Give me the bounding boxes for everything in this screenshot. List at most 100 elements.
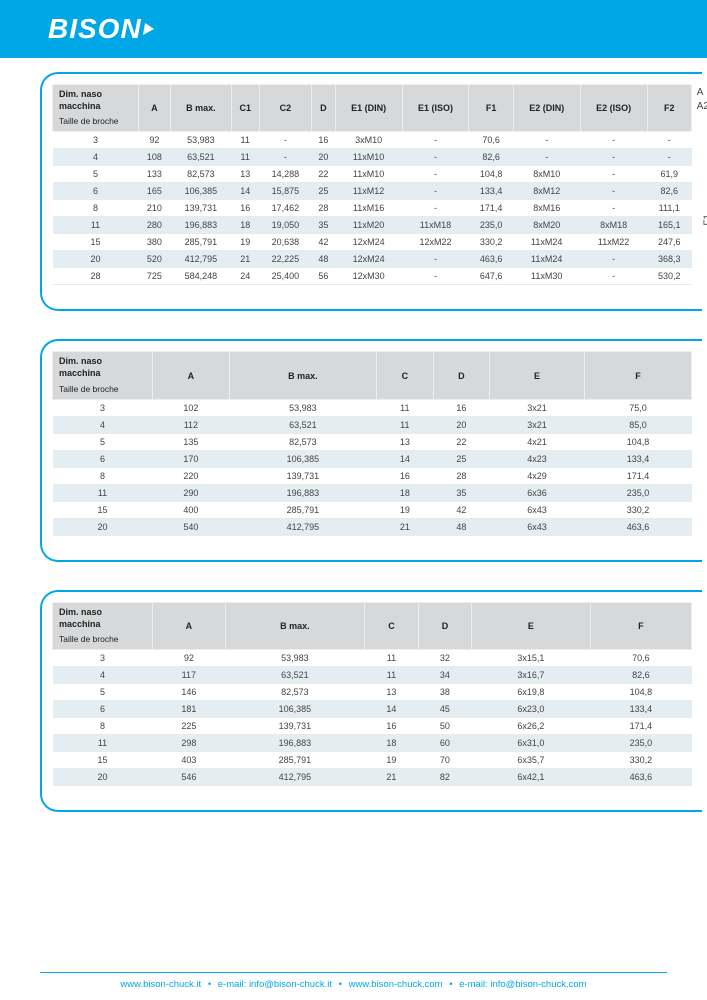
table-row: 15400285,79119426x43330,2 — [53, 501, 692, 518]
cell: 6x23,0 — [472, 701, 590, 718]
cell: 210 — [139, 200, 171, 217]
footer-email1[interactable]: info@bison-chuck.it — [249, 979, 332, 990]
cell: 53,983 — [225, 650, 365, 667]
footer-email2[interactable]: info@bison-chuck.com — [490, 979, 586, 990]
cell: 16 — [312, 132, 335, 149]
cell: 16 — [365, 718, 419, 735]
cell: 28 — [433, 467, 490, 484]
cell: 12xM30 — [335, 268, 402, 285]
row-key: 6 — [53, 450, 153, 467]
cell: 165 — [139, 183, 171, 200]
footer-sep: • — [208, 979, 211, 990]
cell: 290 — [153, 484, 230, 501]
cell: 15,875 — [259, 183, 312, 200]
cell: 35 — [433, 484, 490, 501]
cell: 11 — [231, 149, 259, 166]
cell: 285,791 — [225, 752, 365, 769]
table2-col-Bmax: B max. — [229, 352, 376, 399]
cell: 102 — [153, 399, 230, 416]
cell: 133,4 — [469, 183, 513, 200]
card-table1: Dim. naso macchina Taille de broche A B … — [40, 72, 702, 311]
table-row: 8220139,73116284x29171,4 — [53, 467, 692, 484]
cell: 11xM24 — [513, 234, 580, 251]
cell: 19,050 — [259, 217, 312, 234]
table-row: 39253,98311-163xM10-70,6--- — [53, 132, 692, 149]
cell: 133,4 — [590, 701, 691, 718]
table1-col-E1DIN: E1 (DIN) — [335, 85, 402, 132]
cell: 3x21 — [490, 416, 585, 433]
table1-col-F1: F1 — [469, 85, 513, 132]
cell: 463,6 — [590, 769, 691, 786]
table2-col-D: D — [433, 352, 490, 399]
cell: 63,521 — [225, 667, 365, 684]
cell: 20 — [312, 149, 335, 166]
cell: 53,983 — [229, 399, 376, 416]
cell: 111,1 — [647, 200, 691, 217]
table-row: 513382,5731314,2882211xM10-104,88xM10-61… — [53, 166, 692, 183]
table2-col-F: F — [584, 352, 691, 399]
cell: 35 — [312, 217, 335, 234]
header-bar: BISON — [0, 0, 707, 58]
table-row: 15403285,79119706x35,7330,2 — [53, 752, 692, 769]
cell: 70 — [418, 752, 472, 769]
footer-url1[interactable]: www.bison-chuck.it — [120, 979, 201, 990]
table1-col-F2: F2 — [647, 85, 691, 132]
cell: 18 — [377, 484, 434, 501]
cell: 6x26,2 — [472, 718, 590, 735]
cell: 25,400 — [259, 268, 312, 285]
cell: 70,6 — [469, 132, 513, 149]
cell: 412,795 — [229, 518, 376, 535]
table-row: 6165106,3851415,8752511xM12-133,48xM12-8… — [53, 183, 692, 200]
footer-email2-label: e-mail: — [459, 979, 488, 990]
cell: 21 — [231, 251, 259, 268]
cell: 181 — [153, 701, 226, 718]
cell: 165,1 — [647, 217, 691, 234]
row-key: 20 — [53, 518, 153, 535]
cell: - — [580, 268, 647, 285]
row-key: 28 — [53, 268, 139, 285]
cell: 6x35,7 — [472, 752, 590, 769]
cell: 8xM16 — [513, 200, 580, 217]
table3-col-D: D — [418, 602, 472, 649]
cell: 11xM12 — [335, 183, 402, 200]
row-key: 4 — [53, 667, 153, 684]
cell: 298 — [153, 735, 226, 752]
hdr-line2: Taille de broche — [59, 384, 146, 395]
cell: - — [402, 183, 469, 200]
cell: 19 — [365, 752, 419, 769]
cell: 16 — [433, 399, 490, 416]
cell: 8xM10 — [513, 166, 580, 183]
table3-head: Dim. naso macchina Taille de broche A B … — [53, 602, 692, 649]
cell: 540 — [153, 518, 230, 535]
cell: 82,6 — [469, 149, 513, 166]
row-key: 20 — [53, 769, 153, 786]
cell: 82,573 — [170, 166, 231, 183]
footer-url2[interactable]: www.bison-chuck.com — [349, 979, 443, 990]
row-key: 3 — [53, 132, 139, 149]
table1-head: Dim. naso macchina Taille de broche A B … — [53, 85, 692, 132]
table1-header-key: Dim. naso macchina Taille de broche — [53, 85, 139, 132]
table2-col-E: E — [490, 352, 585, 399]
cell: 11xM22 — [580, 234, 647, 251]
table-row: 11290196,88318356x36235,0 — [53, 484, 692, 501]
cell: 106,385 — [225, 701, 365, 718]
table-row: 513582,57313224x21104,8 — [53, 433, 692, 450]
cell: - — [513, 132, 580, 149]
table-row: 20520412,7952122,2254812xM24-463,611xM24… — [53, 251, 692, 268]
cell: 171,4 — [590, 718, 691, 735]
cell: 11xM30 — [513, 268, 580, 285]
cell: 380 — [139, 234, 171, 251]
cell: 546 — [153, 769, 226, 786]
cell: 3x15,1 — [472, 650, 590, 667]
table-row: 20546412,79521826x42,1463,6 — [53, 769, 692, 786]
table-row: 8225139,73116506x26,2171,4 — [53, 718, 692, 735]
cell: 20 — [433, 416, 490, 433]
cell: - — [647, 149, 691, 166]
cell: 8xM20 — [513, 217, 580, 234]
card-table3: Dim. naso macchina Taille de broche A B … — [40, 590, 702, 812]
table1-col-E1ISO: E1 (ISO) — [402, 85, 469, 132]
cell: 463,6 — [469, 251, 513, 268]
cell: 13 — [231, 166, 259, 183]
table-row: 39253,98311323x15,170,6 — [53, 650, 692, 667]
table3: Dim. naso macchina Taille de broche A B … — [52, 602, 692, 786]
